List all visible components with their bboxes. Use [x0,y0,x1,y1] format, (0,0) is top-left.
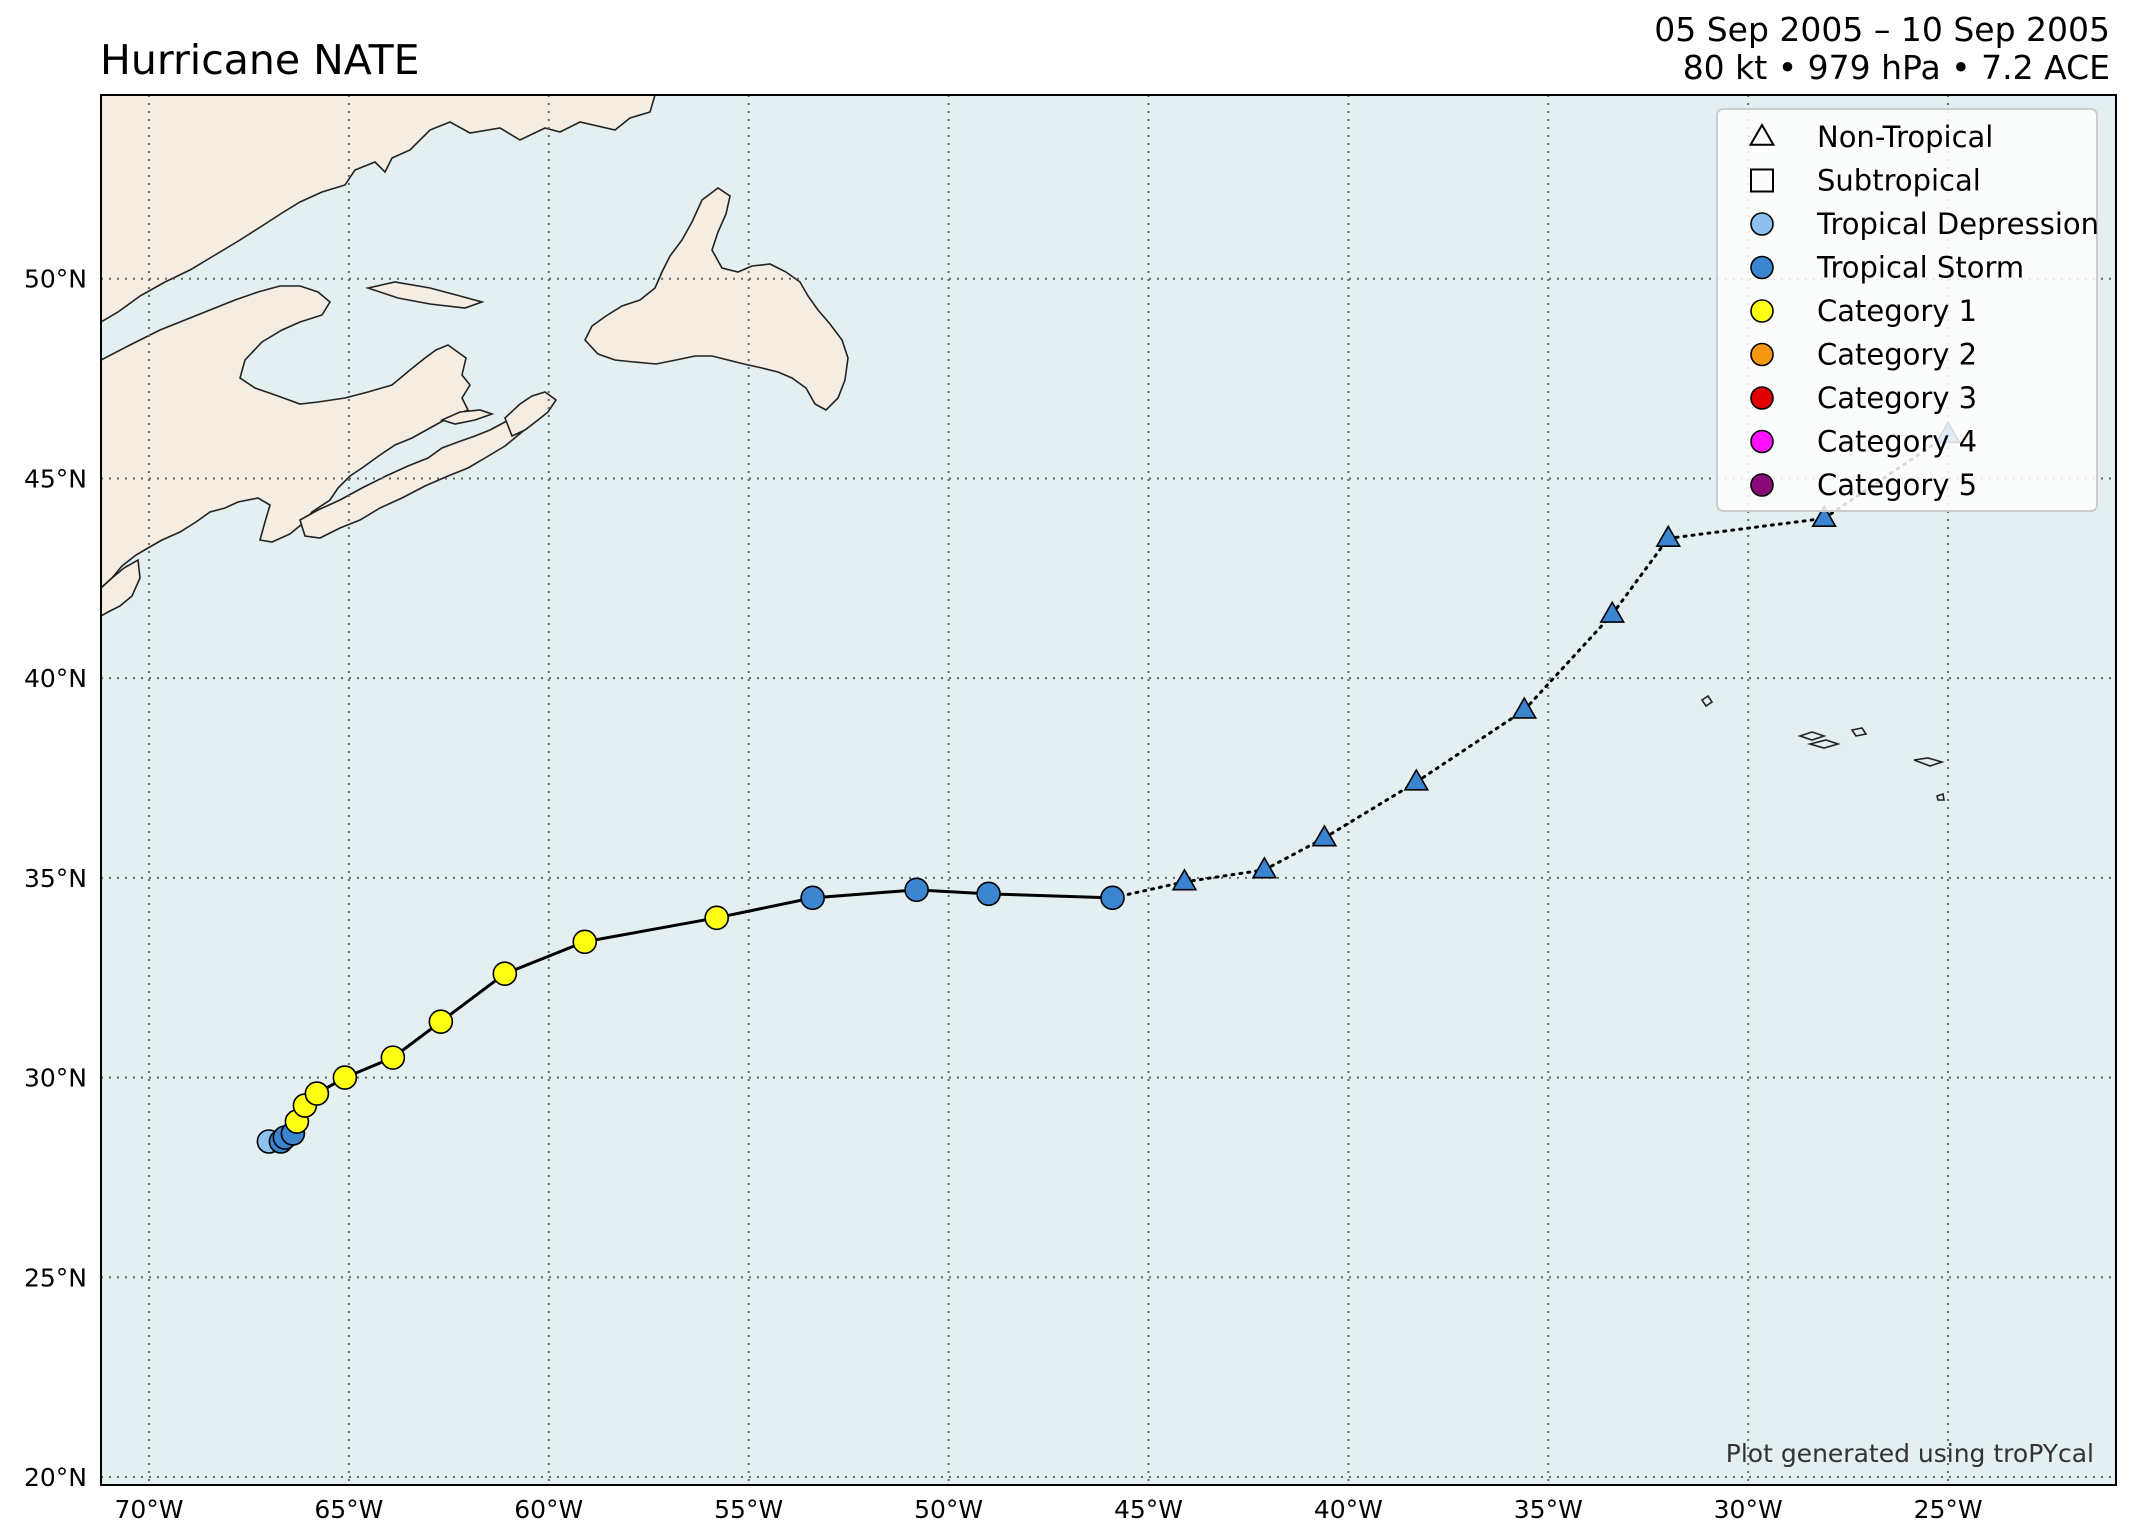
credit-text: Plot generated using troPYcal [1726,1439,2094,1468]
legend-label: Category 2 [1817,338,1977,372]
legend-label: Category 4 [1817,425,1977,459]
land-azores-santa-maria [1936,792,1945,801]
lon-tick-label: 45°W [1114,1495,1183,1524]
legend-marker-circle [1750,255,1774,280]
track-point-category-1 [704,905,729,931]
lat-tick-label: 40°N [24,664,87,693]
legend-label: Tropical Storm [1816,251,2024,285]
track-segment [1182,868,1266,884]
track-point-non-tropical [1511,696,1538,719]
legend-label: Category 5 [1817,468,1977,502]
legend-marker-circle [1750,212,1774,236]
track-point-non-tropical [1403,768,1430,791]
legend-label: Tropical Depression [1816,207,2099,241]
legend-label: Category 1 [1817,294,1977,328]
lat-tick-label: 35°N [24,864,87,893]
legend-label: Category 3 [1817,381,1977,415]
lon-tick-label: 70°W [114,1495,183,1524]
legend-marker-triangle [1748,122,1776,146]
track-point-category-1 [492,961,518,987]
track-segment [1414,708,1526,784]
track-point-non-tropical [1311,824,1338,847]
legend-marker-circle [1750,429,1774,454]
lat-tick-label: 20°N [24,1463,87,1492]
longitude-ticks: 70°W 65°W 60°W 55°W 50°W 45°W 40°W 35°W 30°W 25°W [114,1495,1982,1524]
latitude-ticks: 20°N 25°N 30°N 35°N 40°N 45°N 50°N [24,265,87,1492]
storm-summary: 80 kt • 979 hPa • 7.2 ACE [1682,48,2110,87]
land-layer [101,95,1945,801]
track-point-non-tropical [1655,524,1682,547]
track-point-category-1 [380,1045,406,1070]
track-point-non-tropical [1811,504,1837,527]
legend-marker-circle [1750,386,1774,410]
land-azores-sao-jorge [1797,731,1827,741]
land-newfoundland [584,187,849,411]
track-segment [439,972,507,1024]
legend-marker-circle [1750,342,1774,367]
lat-tick-label: 50°N [24,265,87,294]
track-point-non-tropical [1171,868,1198,891]
legend-label: Non-Tropical [1817,120,1993,154]
track-segment [987,892,1114,900]
track-point-category-1 [304,1081,330,1106]
lat-tick-label: 25°N [24,1263,87,1292]
land-azores-sao-miguel [1913,757,1945,767]
land-azores-flores [1700,694,1714,708]
track-segment [1522,612,1614,712]
track-point-category-1 [332,1065,358,1090]
track-segment [1610,536,1670,616]
lon-tick-label: 65°W [314,1495,383,1524]
lon-tick-label: 40°W [1314,1495,1383,1524]
land-azores-terceira [1850,727,1868,737]
track-segment [715,896,815,920]
lon-tick-label: 25°W [1914,1495,1983,1524]
legend-marker-circle [1750,473,1774,497]
track-segment [811,888,919,900]
lat-tick-label: 30°N [24,1064,87,1093]
land-north-america [101,95,656,323]
track-point-non-tropical [1251,856,1278,879]
track-point-non-tropical [1599,600,1626,623]
track-segment [1666,516,1826,540]
track-segment [583,916,719,944]
lon-tick-label: 35°W [1514,1495,1583,1524]
date-range: 05 Sep 2005 – 10 Sep 2005 [1654,10,2110,49]
legend-marker-circle [1750,299,1774,323]
land-azores-pico [1806,739,1841,749]
lat-tick-label: 45°N [24,464,87,493]
track-point-tropical-storm [904,877,929,903]
land-anticosti [365,281,485,309]
lon-tick-label: 30°W [1714,1495,1783,1524]
track-point-category-1 [428,1009,454,1034]
track-point-tropical-storm [1100,885,1125,911]
land-cape-breton [504,391,558,438]
track-segment [1322,780,1418,840]
legend-label: Subtropical [1817,164,1981,198]
map-title: Hurricane NATE [100,36,420,84]
track-point-category-1 [572,929,598,955]
lon-tick-label: 55°W [714,1495,783,1524]
plot-frame [100,94,2117,1486]
legend-box [1716,108,2098,512]
land-pei [439,409,495,425]
legend: Non-Tropical Subtropical Tropical Depressi… [1716,108,2099,512]
lon-tick-label: 60°W [514,1495,583,1524]
track-point-tropical-storm [800,885,825,911]
track-point-tropical-storm [976,881,1001,907]
lon-tick-label: 50°W [914,1495,983,1524]
legend-marker-square [1750,168,1774,193]
track-segment [503,940,587,976]
land-maine [101,558,141,617]
land-gaspe-new-brunswick [101,285,471,590]
